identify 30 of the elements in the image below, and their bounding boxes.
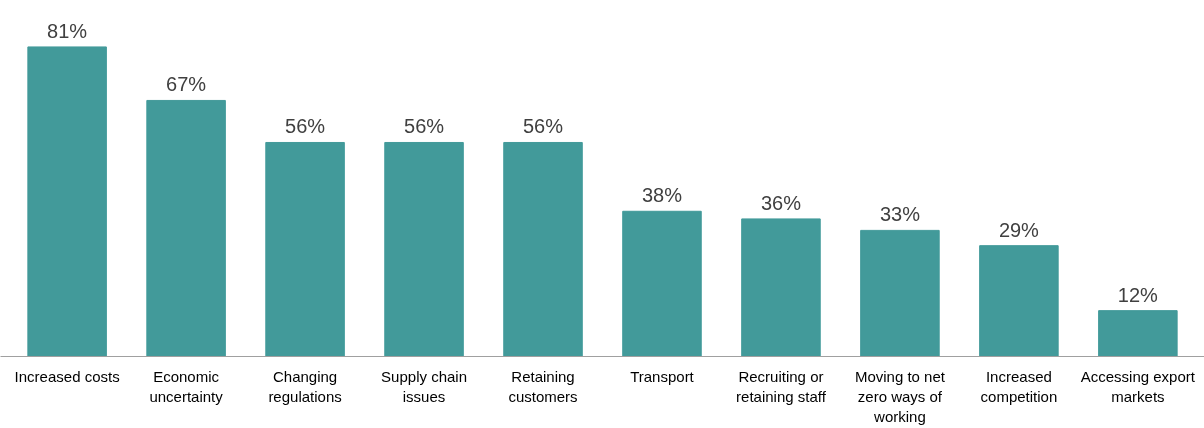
data-label: 56% [523,115,564,138]
data-label: 29% [998,218,1040,241]
bar [265,141,345,357]
x-tick-label: Recruiting or retaining staff [736,367,827,405]
bar [979,245,1059,357]
data-label: 36% [760,191,802,214]
data-label: 81% [47,19,88,42]
bar [1098,310,1178,357]
x-tick-label: Increased competition [980,367,1058,405]
bar [146,99,226,357]
bar [27,46,107,357]
data-label: 38% [641,184,683,207]
data-label: 56% [404,115,445,138]
x-tick-label: Supply chain issues [381,367,467,405]
x-tick-label: Transport [630,367,695,385]
data-label: 33% [879,203,921,226]
bar [503,141,583,357]
x-tick-label: Increased costs [14,367,120,385]
bar [384,141,464,357]
x-tick-label: Moving to net zero ways of working [854,367,946,426]
x-tick-label: Changing regulations [268,367,342,405]
bar [741,218,821,357]
x-tick-label: Retaining customers [508,367,578,405]
data-label: 67% [166,73,207,96]
data-label: 56% [285,115,326,138]
data-label: 12% [1117,283,1159,306]
bar [860,229,940,357]
x-tick-label: Accessing export markets [1080,367,1196,405]
bar [622,210,702,357]
x-tick-label: Economic uncertainty [149,367,224,405]
